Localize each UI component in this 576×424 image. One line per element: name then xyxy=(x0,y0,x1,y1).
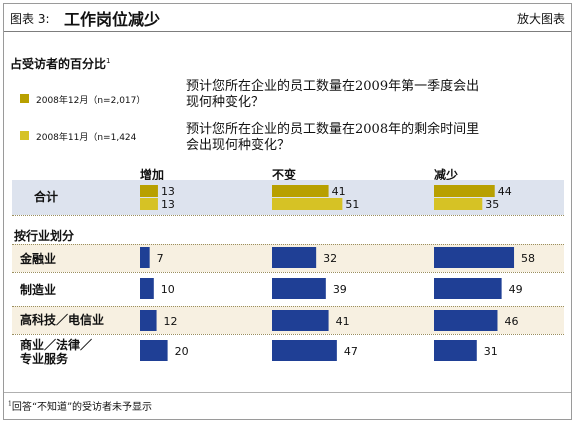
divider-row-4 xyxy=(12,334,564,335)
industry-value-finance-unchanged: 32 xyxy=(323,252,337,265)
industry-value-manufacturing-increase: 10 xyxy=(161,283,175,296)
total-value-dec-increase: 13 xyxy=(161,185,175,198)
total-bar-dec-increase xyxy=(140,185,158,197)
industry-value-services-decrease: 31 xyxy=(484,345,498,358)
industry-label-services-line1: 商业／法律／ xyxy=(20,338,93,352)
column-header-unchanged: 不变 xyxy=(272,168,297,182)
legend-question-nov: 预计您所在企业的员工数量在2008年的剩余时间里会出现何种变化？ xyxy=(186,122,480,153)
total-value-nov-decrease: 35 xyxy=(485,198,499,211)
chart-subtitle: 占受访者的百分比1 xyxy=(10,55,110,72)
industry-value-tech-increase: 12 xyxy=(164,315,178,328)
legend-label-nov: 2008年11月（n=1,424 xyxy=(36,133,137,143)
legend-label-dec: 2008年12月（n=2,017） xyxy=(36,96,146,106)
industry-label-services-line2: 专业服务 xyxy=(20,352,69,366)
industry-value-tech-decrease: 46 xyxy=(504,315,518,328)
industry-label-services: 商业／法律／ 专业服务 xyxy=(20,338,92,366)
total-value-dec-unchanged: 41 xyxy=(332,185,346,198)
subtitle-note-mark: 1 xyxy=(106,57,111,65)
legend-swatch-dec xyxy=(20,94,29,103)
legend-question-dec: 预计您所在企业的员工数量在2009年第一季度会出现何种变化？ xyxy=(186,79,480,110)
total-value-nov-increase: 13 xyxy=(161,198,175,211)
industry-bar-manufacturing-increase xyxy=(140,278,154,299)
subtitle-text: 占受访者的百分比 xyxy=(10,57,107,71)
column-header-decrease: 减少 xyxy=(434,168,459,182)
industry-bar-tech-unchanged xyxy=(272,310,329,331)
total-value-dec-decrease: 44 xyxy=(498,185,512,198)
industry-bar-finance-unchanged xyxy=(272,247,317,268)
total-value-nov-unchanged: 51 xyxy=(345,198,359,211)
divider-row-2 xyxy=(12,272,564,273)
figure-title: 工作岗位减少 xyxy=(64,10,161,29)
footnote: 1回答“不知道”的受访者未予显示 xyxy=(8,398,152,413)
industry-value-manufacturing-decrease: 49 xyxy=(509,283,523,296)
industry-label-manufacturing: 制造业 xyxy=(20,283,57,297)
industry-bar-manufacturing-decrease xyxy=(434,278,502,299)
figure-header: 图表 3: 工作岗位减少 放大图表 xyxy=(4,4,571,30)
industry-label-tech: 高科技／电信业 xyxy=(20,313,105,327)
total-bar-nov-unchanged xyxy=(272,198,343,210)
industry-bar-tech-decrease xyxy=(434,310,498,331)
industry-bar-services-increase xyxy=(140,340,168,361)
divider-row-1 xyxy=(12,244,564,245)
industry-value-tech-unchanged: 41 xyxy=(336,315,350,328)
enlarge-chart-link[interactable]: 放大图表 xyxy=(516,12,565,26)
total-bar-nov-increase xyxy=(140,198,158,210)
industry-value-finance-decrease: 58 xyxy=(521,252,535,265)
industry-value-services-unchanged: 47 xyxy=(344,345,358,358)
column-header-increase: 增加 xyxy=(140,168,165,182)
figure-number: 图表 3: xyxy=(10,12,50,26)
divider-row-3 xyxy=(12,306,564,307)
industry-section-label: 按行业划分 xyxy=(14,229,75,243)
industry-bar-services-unchanged xyxy=(272,340,337,361)
header-divider xyxy=(4,31,571,32)
figure-frame xyxy=(3,3,572,420)
footnote-text: 回答“不知道”的受访者未予显示 xyxy=(11,402,153,413)
industry-value-finance-increase: 7 xyxy=(157,252,164,265)
footnote-mark: 1 xyxy=(8,400,12,408)
industry-bar-tech-increase xyxy=(140,310,157,331)
industry-value-services-increase: 20 xyxy=(175,345,189,358)
legend-swatch-nov xyxy=(20,131,29,140)
industry-label-finance: 金融业 xyxy=(20,252,57,266)
industry-bar-manufacturing-unchanged xyxy=(272,278,326,299)
industry-bar-finance-increase xyxy=(140,247,150,268)
industry-bar-services-decrease xyxy=(434,340,477,361)
footnote-divider xyxy=(4,392,571,393)
total-row-label: 合计 xyxy=(34,190,59,204)
divider-total xyxy=(12,215,564,216)
total-bar-dec-decrease xyxy=(434,185,495,197)
total-bar-dec-unchanged xyxy=(272,185,329,197)
total-bar-nov-decrease xyxy=(434,198,483,210)
industry-bar-finance-decrease xyxy=(434,247,515,268)
industry-value-manufacturing-unchanged: 39 xyxy=(333,283,347,296)
